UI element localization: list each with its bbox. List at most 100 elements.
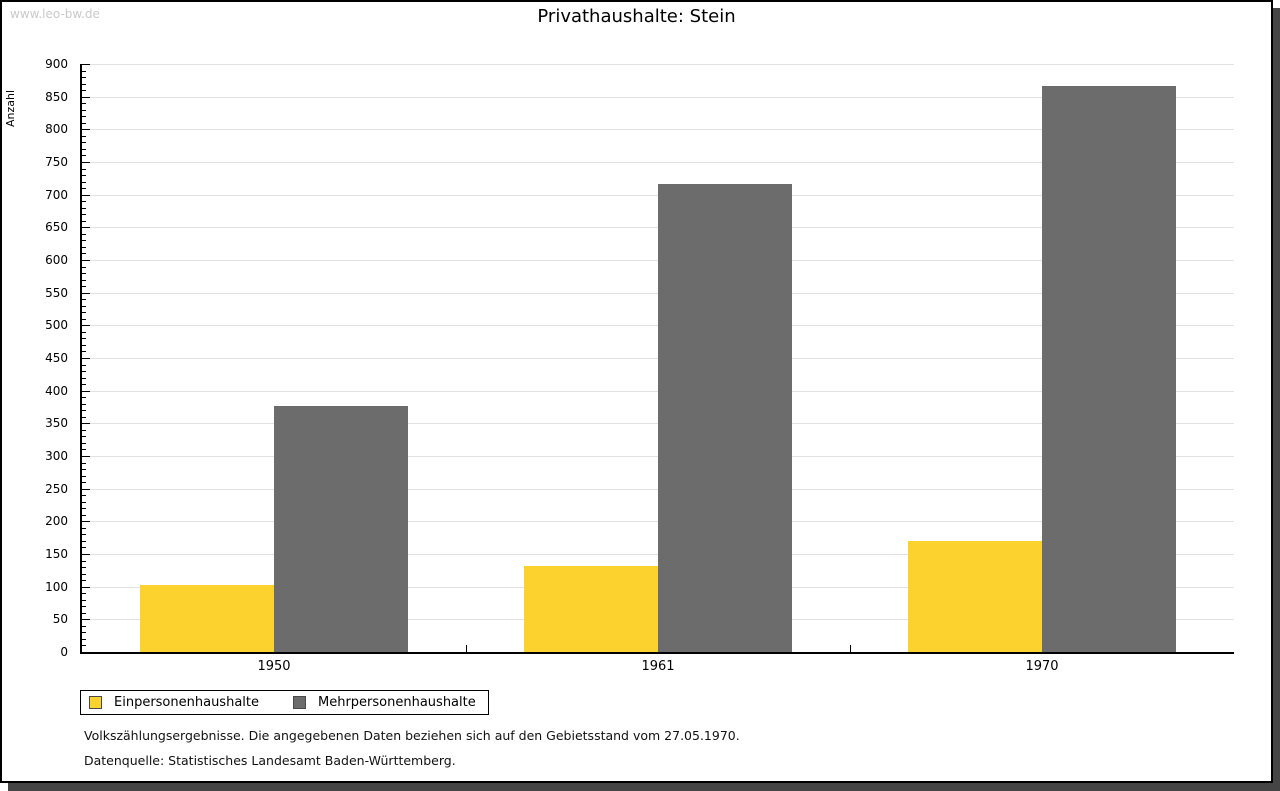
legend: Einpersonenhaushalte Mehrpersonenhaushalt… [80,690,489,715]
y-minor-tick-130 [82,567,86,569]
y-major-tick-750 [82,162,90,163]
plot-area: 1950 1961 1970 [80,64,1234,674]
y-minor-tick-790 [82,135,86,137]
y-tick-label-0: 0 [60,645,68,659]
y-major-tick-100 [82,586,90,588]
y-minor-tick-320 [82,442,86,444]
bar-mehrpersonenhaushalte-1950 [274,405,408,652]
window-shadow-right [1272,8,1280,791]
y-minor-tick-240 [82,495,86,497]
y-minor-tick-360 [82,416,86,418]
y-tick-label-700: 700 [45,187,68,202]
y-minor-tick-670 [82,214,86,216]
y-minor-tick-290 [82,462,86,464]
y-tick-label-750: 750 [45,155,68,169]
legend-swatch-icon [293,696,306,709]
y-minor-tick-410 [82,384,86,386]
y-major-tick-550 [82,292,90,294]
y-minor-tick-40 [82,625,86,627]
gridline-800 [82,129,1234,131]
gridline-900 [82,64,1234,65]
y-minor-tick-540 [82,299,86,301]
y-minor-tick-830 [82,109,86,111]
y-minor-tick-840 [82,103,86,105]
y-axis-tick-labels: 0 50 100 150 200 250 300 350 400 450 500 550 600 650 7… [22,57,74,659]
y-major-tick-900 [82,64,90,65]
y-minor-tick-370 [82,410,86,412]
y-major-tick-850 [82,96,90,98]
y-minor-tick-680 [82,207,86,209]
y-tick-label-350: 350 [45,416,68,431]
y-minor-tick-510 [82,318,86,320]
y-major-tick-400 [82,390,90,392]
y-tick-label-450: 450 [45,351,68,365]
y-minor-tick-480 [82,338,86,340]
y-minor-tick-20 [82,638,86,640]
y-tick-label-550: 550 [45,285,68,300]
y-major-tick-350 [82,423,90,425]
bar-einpersonenhaushalte-1970 [908,540,1042,652]
y-minor-tick-820 [82,116,86,118]
y-major-tick-600 [82,260,90,261]
y-minor-tick-170 [82,540,86,542]
y-minor-tick-730 [82,175,86,177]
y-tick-label-200: 200 [45,514,68,529]
y-tick-label-50: 50 [52,612,68,627]
y-tick-label-900: 900 [45,57,68,71]
bar-einpersonenhaushalte-1961 [524,565,658,652]
y-minor-tick-490 [82,331,86,333]
y-minor-tick-140 [82,560,86,562]
y-minor-tick-440 [82,364,86,366]
y-minor-tick-720 [82,181,86,183]
y-minor-tick-420 [82,377,86,379]
y-minor-tick-260 [82,482,86,484]
y-minor-tick-230 [82,501,86,503]
y-major-tick-250 [82,488,90,490]
y-major-tick-200 [82,521,90,523]
gridline-750 [82,162,1234,163]
y-minor-tick-860 [82,90,86,92]
y-minor-tick-30 [82,632,86,634]
y-minor-tick-640 [82,233,86,235]
y-minor-tick-120 [82,573,86,575]
y-major-tick-650 [82,227,90,229]
y-tick-label-100: 100 [45,579,68,594]
bar-einpersonenhaushalte-1950 [140,584,274,652]
y-tick-label-150: 150 [45,547,68,561]
y-minor-tick-210 [82,514,86,516]
y-minor-tick-60 [82,612,86,614]
y-minor-tick-890 [82,70,86,72]
y-tick-label-300: 300 [45,449,68,463]
y-minor-tick-470 [82,344,86,346]
y-tick-label-650: 650 [45,220,68,235]
y-major-tick-800 [82,129,90,131]
y-minor-tick-90 [82,593,86,595]
y-minor-tick-530 [82,305,86,307]
y-minor-tick-770 [82,148,86,150]
y-tick-label-600: 600 [45,253,68,267]
x-boundary-tick-2 [850,645,851,652]
y-minor-tick-580 [82,273,86,275]
y-major-tick-700 [82,194,90,196]
window-shadow-bottom [8,783,1280,791]
y-minor-tick-70 [82,606,86,608]
y-minor-tick-610 [82,253,86,255]
y-axis-title: Anzahl [4,89,17,127]
y-major-tick-450 [82,358,90,359]
y-minor-tick-380 [82,403,86,405]
y-tick-label-400: 400 [45,383,68,398]
y-major-tick-50 [82,619,90,621]
legend-label: Mehrpersonenhaushalte [318,695,476,710]
y-minor-tick-10 [82,645,86,647]
y-minor-tick-220 [82,508,86,510]
y-minor-tick-780 [82,142,86,144]
bar-mehrpersonenhaushalte-1961 [658,183,792,652]
y-tick-label-500: 500 [45,318,68,333]
legend-swatch-icon [89,696,102,709]
y-minor-tick-740 [82,168,86,170]
bar-mehrpersonenhaushalte-1970 [1042,85,1176,652]
gridline-850 [82,96,1234,98]
y-minor-tick-310 [82,449,86,451]
y-minor-tick-280 [82,469,86,471]
